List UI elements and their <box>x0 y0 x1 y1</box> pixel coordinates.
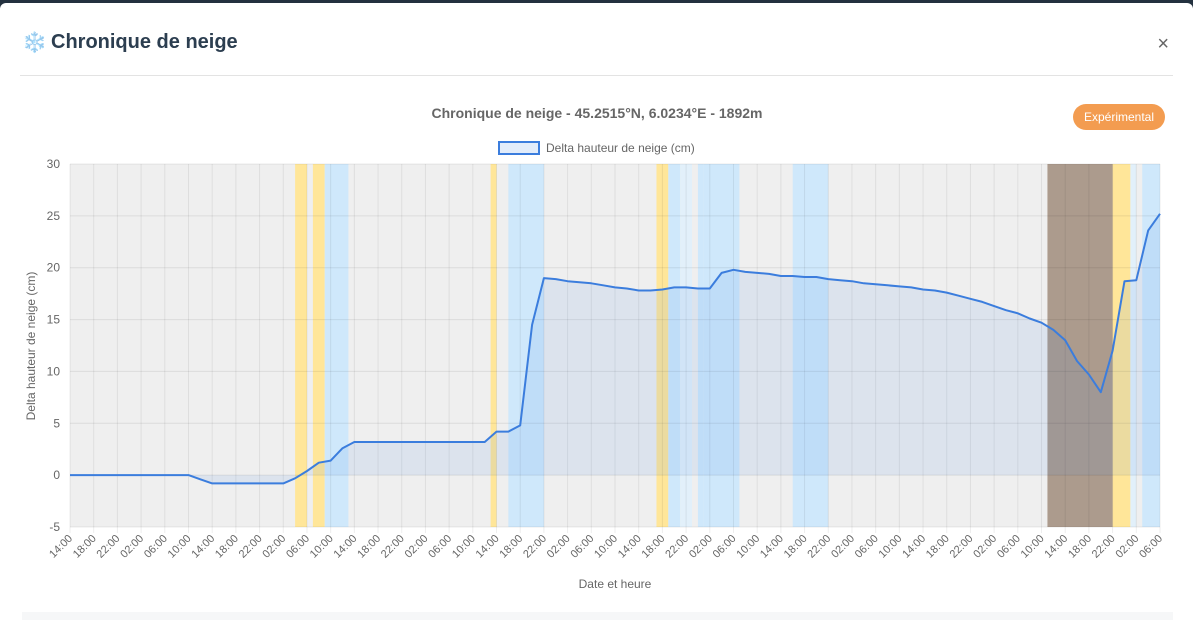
x-tick-label: 10:00 <box>450 533 478 561</box>
legend-swatch <box>498 141 540 155</box>
x-tick-label: 14:00 <box>474 533 502 561</box>
x-tick-label: 18:00 <box>1066 533 1094 561</box>
weather-band <box>656 164 669 527</box>
x-tick-label: 14:00 <box>332 533 360 561</box>
weather-band <box>508 164 544 527</box>
x-tick-label: 02:00 <box>1113 533 1141 561</box>
x-tick-label: 02:00 <box>545 533 573 561</box>
x-tick-label: 02:00 <box>687 533 715 561</box>
y-axis-title: Delta hauteur de neige (cm) <box>24 272 38 421</box>
x-tick-label: 18:00 <box>924 533 952 561</box>
x-tick-label: 02:00 <box>118 533 146 561</box>
x-tick-label: 10:00 <box>166 533 194 561</box>
x-tick-label: 18:00 <box>782 533 810 561</box>
x-tick-label: 06:00 <box>568 533 596 561</box>
weather-band <box>668 164 681 527</box>
x-tick-label: 02:00 <box>829 533 857 561</box>
close-button[interactable]: × <box>1157 33 1169 55</box>
x-tick-label: 02:00 <box>403 533 431 561</box>
weather-band <box>324 164 349 527</box>
y-tick-label: 15 <box>47 313 61 327</box>
weather-band <box>1130 164 1137 527</box>
experimental-badge[interactable]: Expérimental <box>1073 104 1165 130</box>
x-tick-label: 10:00 <box>1019 533 1047 561</box>
weather-band <box>1142 164 1160 527</box>
legend-label: Delta hauteur de neige (cm) <box>546 141 695 155</box>
x-tick-label: 06:00 <box>711 533 739 561</box>
x-tick-label: 22:00 <box>521 533 549 561</box>
x-tick-label: 10:00 <box>592 533 620 561</box>
x-tick-label: 10:00 <box>308 533 336 561</box>
x-tick-label: 18:00 <box>213 533 241 561</box>
y-tick-label: 10 <box>47 364 61 378</box>
x-axis-title: Date et heure <box>579 577 652 591</box>
x-tick-label: 02:00 <box>260 533 288 561</box>
weather-band <box>1047 164 1113 527</box>
modal-header: ❄️ Chronique de neige × <box>20 3 1173 76</box>
y-tick-label: 20 <box>47 261 61 275</box>
weather-band <box>703 164 740 527</box>
y-tick-label: 30 <box>47 157 61 171</box>
x-tick-label: 10:00 <box>877 533 905 561</box>
x-tick-label: 14:00 <box>758 533 786 561</box>
weather-band <box>490 164 497 527</box>
x-tick-label: 22:00 <box>1090 533 1118 561</box>
area <box>70 213 1160 484</box>
line <box>70 213 1161 485</box>
x-tick-label: 06:00 <box>995 533 1023 561</box>
x-tick-label: 18:00 <box>640 533 668 561</box>
x-tick-label: 06:00 <box>426 533 454 561</box>
y-tick-label: -5 <box>49 520 60 534</box>
x-tick-label: 10:00 <box>734 533 762 561</box>
weather-band <box>680 164 693 527</box>
x-tick-label: 22:00 <box>805 533 833 561</box>
weather-band <box>312 164 325 527</box>
y-tick-label: 0 <box>53 468 60 482</box>
x-tick-label: 14:00 <box>1042 533 1070 561</box>
x-tick-label: 22:00 <box>663 533 691 561</box>
y-tick-label: 5 <box>53 416 60 430</box>
x-tick-label: 18:00 <box>355 533 383 561</box>
chart-title: Chronique de neige - 45.2515°N, 6.0234°E… <box>431 105 762 121</box>
x-tick-label: 02:00 <box>971 533 999 561</box>
x-tick-label: 14:00 <box>616 533 644 561</box>
x-tick-label: 14:00 <box>189 533 217 561</box>
x-tick-label: 22:00 <box>379 533 407 561</box>
x-tick-label: 22:00 <box>237 533 265 561</box>
x-tick-label: 18:00 <box>497 533 525 561</box>
x-tick-label: 22:00 <box>948 533 976 561</box>
x-tick-label: 06:00 <box>1137 533 1165 561</box>
weather-band <box>295 164 307 527</box>
weather-band <box>792 164 829 527</box>
weather-band <box>697 164 704 527</box>
modal-title: Chronique de neige <box>51 31 238 53</box>
x-tick-label: 14:00 <box>47 533 75 561</box>
plot-background <box>70 164 1160 527</box>
modal: ❄️ Chronique de neige × Chronique de nei… <box>0 3 1193 620</box>
x-tick-label: 06:00 <box>284 533 312 561</box>
snow-icon: ❄️ <box>22 32 47 54</box>
x-tick-label: 22:00 <box>95 533 123 561</box>
x-tick-label: 18:00 <box>71 533 99 561</box>
x-tick-label: 06:00 <box>142 533 170 561</box>
x-tick-label: 06:00 <box>853 533 881 561</box>
modal-footer <box>22 612 1173 620</box>
x-tick-label: 14:00 <box>900 533 928 561</box>
weather-band <box>1112 164 1131 527</box>
y-tick-label: 25 <box>47 209 61 223</box>
